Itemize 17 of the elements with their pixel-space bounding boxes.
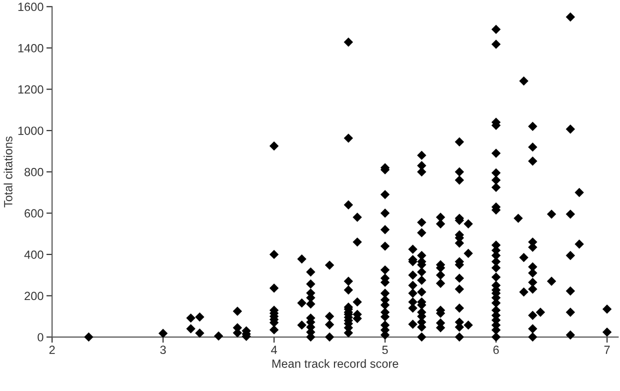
- x-axis-title: Mean track record score: [272, 359, 398, 368]
- y-tick-label: 1000: [18, 126, 44, 135]
- x-tick-label: 4: [271, 346, 277, 354]
- y-tick-label: 600: [24, 209, 44, 218]
- x-tick-label: 7: [604, 346, 610, 354]
- y-tick-label: 400: [24, 250, 44, 259]
- y-tick-label: 1200: [18, 85, 44, 94]
- y-axis-title: Total citations: [4, 136, 12, 208]
- y-tick-label: 1600: [18, 2, 44, 12]
- y-tick-label: 1400: [18, 44, 44, 52]
- x-tick-label: 6: [493, 346, 499, 354]
- y-tick-label: 0: [38, 333, 44, 342]
- x-tick-label: 5: [382, 346, 388, 354]
- x-tick-label: 3: [160, 346, 166, 354]
- y-tick-label: 200: [24, 292, 44, 300]
- y-tick-label: 800: [24, 168, 44, 176]
- x-tick-label: 2: [49, 346, 55, 354]
